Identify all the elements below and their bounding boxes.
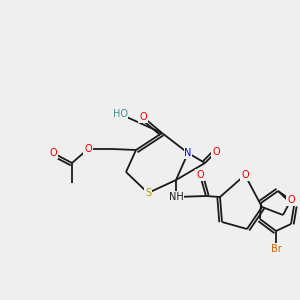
Text: O: O	[196, 170, 204, 180]
Text: O: O	[212, 147, 220, 157]
Text: N: N	[184, 148, 192, 158]
Text: Br: Br	[271, 244, 281, 254]
Text: O: O	[139, 112, 147, 122]
Text: S: S	[145, 188, 151, 198]
Text: O: O	[287, 195, 295, 205]
Text: O: O	[241, 170, 249, 180]
Text: O: O	[49, 148, 57, 158]
Text: NH: NH	[169, 192, 183, 202]
Text: HO: HO	[112, 109, 128, 119]
Text: O: O	[84, 144, 92, 154]
